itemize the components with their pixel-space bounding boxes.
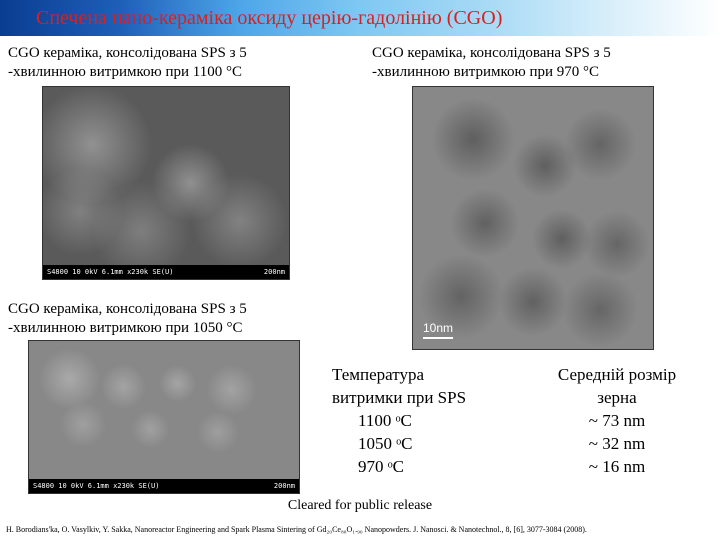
table-cell: ~ 16 nm — [532, 456, 702, 479]
table-cell: 1050 ᵒC — [332, 433, 532, 456]
scalebar-label: 10nm — [423, 321, 453, 335]
table-header: Температура — [332, 364, 532, 387]
caption-top-left: CGO кераміка, консолідована SPS з 5 -хви… — [8, 44, 338, 82]
caption-top-right: CGO кераміка, консолідована SPS з 5 -хви… — [372, 44, 702, 82]
sem-image-1100c: S4800 10 0kV 6.1mm x230k SE(U) 200nm — [42, 86, 290, 280]
results-table: Температура витримки при SPS 1100 ᵒC 105… — [332, 364, 702, 479]
table-cell: ~ 32 nm — [532, 433, 702, 456]
table-cell: 970 ᵒC — [332, 456, 532, 479]
caption-line: CGO кераміка, консолідована SPS з 5 — [8, 300, 338, 319]
sem-label-left: S4800 10 0kV 6.1mm x230k SE(U) — [33, 482, 159, 490]
scalebar-line — [423, 337, 453, 339]
slide-title: Спечена нано-кераміка оксиду церію-гадол… — [36, 7, 502, 30]
sem-infobar: S4800 10 0kV 6.1mm x230k SE(U) 200nm — [43, 265, 289, 279]
table-col-temperature: Температура витримки при SPS 1100 ᵒC 105… — [332, 364, 532, 479]
sem-label-right: 200nm — [264, 268, 285, 276]
citation-footnote: H. Borodians'ka, O. Vasylkiv, Y. Sakka, … — [6, 525, 714, 534]
sem-texture — [29, 341, 299, 493]
title-bar: Спечена нано-кераміка оксиду церію-гадол… — [0, 0, 720, 36]
caption-line: -хвилинною витримкою при 970 °C — [372, 63, 702, 82]
sem-label-left: S4800 10 0kV 6.1mm x230k SE(U) — [47, 268, 173, 276]
sem-texture — [43, 87, 289, 279]
sem-label-right: 200nm — [274, 482, 295, 490]
caption-line: -хвилинною витримкою при 1050 °C — [8, 319, 338, 338]
table-header: зерна — [532, 387, 702, 410]
table-cell: ~ 73 nm — [532, 410, 702, 433]
tem-scalebar: 10nm — [423, 321, 453, 339]
table-header: витримки при SPS — [332, 387, 532, 410]
caption-line: CGO кераміка, консолідована SPS з 5 — [372, 44, 702, 63]
cleared-notice: Cleared for public release — [0, 498, 720, 514]
caption-mid-left: CGO кераміка, консолідована SPS з 5 -хви… — [8, 300, 338, 338]
tem-texture — [413, 87, 653, 349]
sem-image-1050c: S4800 10 0kV 6.1mm x230k SE(U) 200nm — [28, 340, 300, 494]
tem-image-970c: 10nm — [412, 86, 654, 350]
table-col-grainsize: Середній розмір зерна ~ 73 nm ~ 32 nm ~ … — [532, 364, 702, 479]
table-cell: 1100 ᵒC — [332, 410, 532, 433]
sem-infobar: S4800 10 0kV 6.1mm x230k SE(U) 200nm — [29, 479, 299, 493]
caption-line: CGO кераміка, консолідована SPS з 5 — [8, 44, 338, 63]
table-header: Середній розмір — [532, 364, 702, 387]
caption-line: -хвилинною витримкою при 1100 °C — [8, 63, 338, 82]
